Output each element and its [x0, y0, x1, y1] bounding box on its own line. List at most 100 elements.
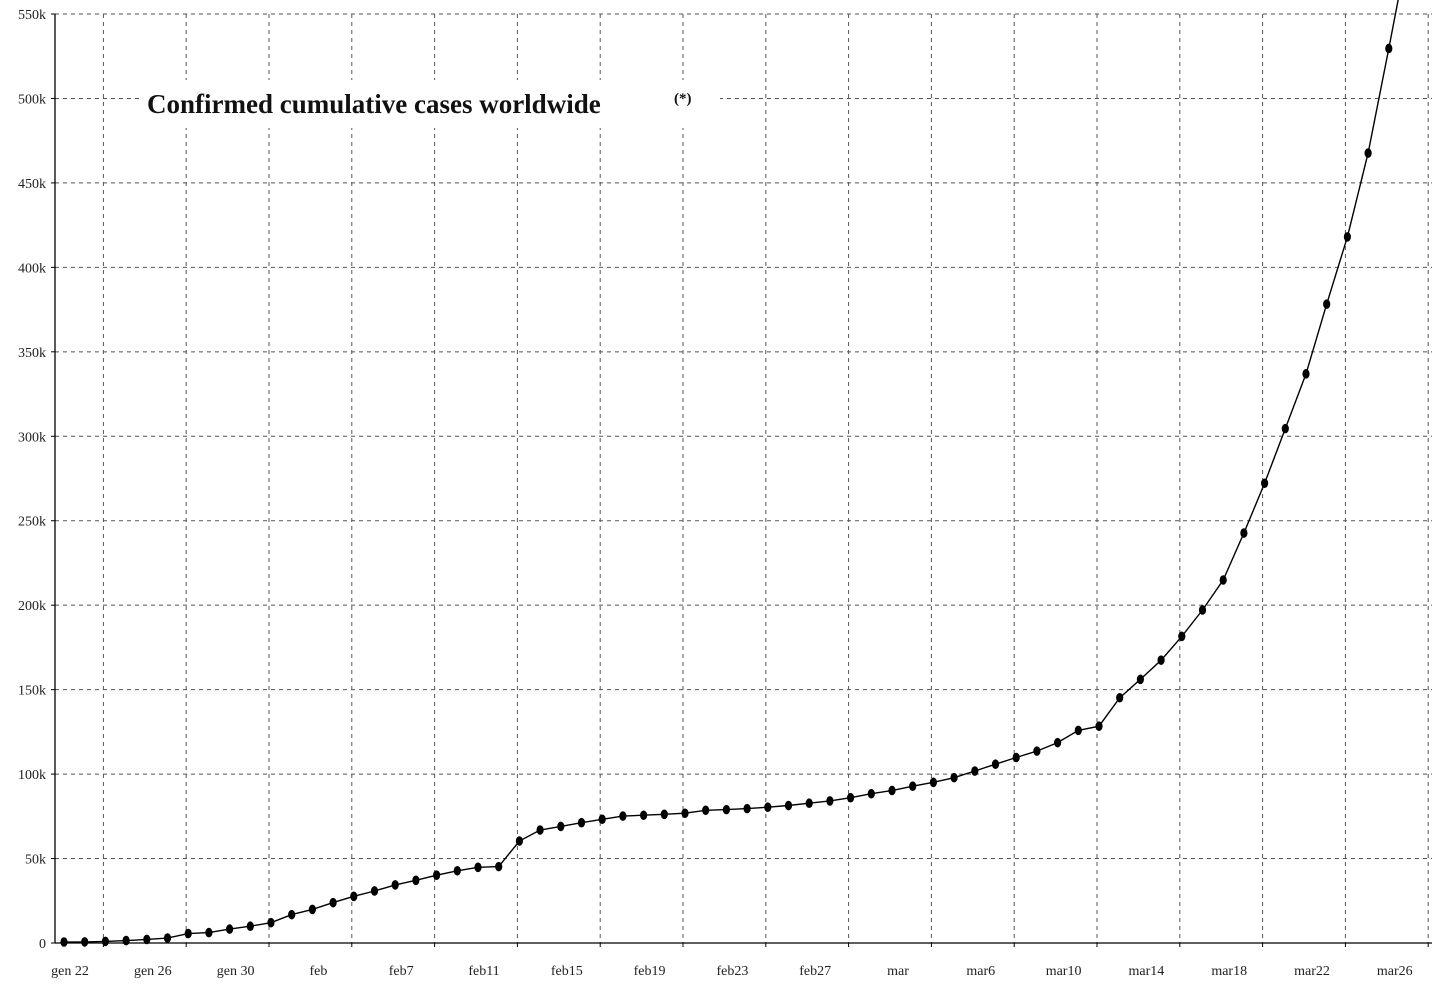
data-point [950, 772, 958, 783]
data-point [867, 788, 875, 799]
series-confirmed-cases [60, 0, 1399, 947]
y-tick-label: 0 [39, 937, 46, 952]
axes [54, 14, 1432, 944]
data-point [184, 928, 192, 939]
data-point [1095, 721, 1103, 732]
data-point [1385, 43, 1393, 54]
data-point [805, 798, 813, 809]
title-background [140, 80, 720, 128]
x-tick-label: feb19 [634, 964, 666, 979]
y-tick-label: 450k [18, 177, 46, 192]
data-point [60, 937, 68, 947]
data-point [764, 802, 772, 812]
grid [55, 13, 1432, 943]
y-tick-label: 250k [18, 515, 46, 530]
data-point [122, 935, 130, 946]
data-point [246, 921, 254, 932]
data-point [267, 917, 275, 928]
data-point [1302, 369, 1310, 379]
data-point [660, 809, 668, 820]
data-point [991, 759, 1000, 770]
series-line [63, 0, 1399, 943]
data-point [743, 803, 751, 814]
x-ticks: gen 22 gen 26 gen 30 feb feb7 feb11 feb15 feb19… [51, 943, 1429, 979]
data-point [101, 936, 109, 947]
x-tick-label: feb15 [551, 964, 583, 979]
y-tick-label: 400k [18, 261, 46, 276]
data-point [350, 891, 358, 902]
data-point [888, 785, 896, 796]
data-point [1033, 746, 1041, 756]
data-point [1054, 737, 1062, 748]
y-tick-label: 100k [18, 768, 46, 783]
data-point [515, 836, 524, 846]
data-point [1219, 575, 1227, 585]
data-point [722, 804, 731, 815]
data-point [453, 865, 461, 876]
x-tick-label: mar22 [1294, 964, 1330, 979]
y-ticks: 0 50k 100k 150k 200k 250k 300k 350k 400k 450k 500k… [18, 8, 55, 952]
data-point [163, 933, 172, 943]
x-tick-label: gen 30 [217, 964, 255, 979]
data-point [1157, 655, 1165, 665]
data-point [412, 875, 420, 886]
data-point [929, 777, 938, 788]
data-point [557, 821, 565, 832]
y-tick-label: 50k [25, 853, 46, 868]
data-point [226, 924, 234, 934]
data-point [1178, 631, 1186, 642]
y-tick-label: 500k [18, 92, 46, 107]
y-tick-label: 150k [18, 684, 46, 699]
data-point [640, 810, 648, 821]
data-point [598, 814, 606, 825]
data-point [1198, 605, 1207, 615]
data-point [1074, 725, 1082, 736]
data-point [847, 792, 855, 803]
x-tick-label: mar26 [1377, 964, 1413, 979]
chart-title-group: Confirmed cumulative cases worldwide (*) [140, 80, 720, 128]
y-tick-label: 350k [18, 346, 46, 361]
x-tick-label: mar [887, 964, 909, 979]
data-point [370, 886, 379, 896]
data-point [1261, 478, 1269, 489]
data-point [1323, 299, 1331, 309]
data-point [1281, 423, 1289, 434]
data-point [288, 909, 296, 920]
x-tick-label: mar10 [1046, 964, 1082, 979]
y-tick-label: 550k [18, 8, 46, 23]
data-point [308, 904, 316, 915]
data-point [1364, 148, 1372, 158]
x-tick-label: mar18 [1211, 964, 1247, 979]
y-tick-label: 300k [18, 430, 46, 445]
x-tick-label: mar6 [966, 964, 995, 979]
data-point [619, 811, 627, 821]
data-point [1240, 528, 1248, 538]
data-point [577, 817, 586, 828]
x-tick-label: feb27 [799, 964, 831, 979]
data-point [205, 927, 213, 938]
data-point [681, 808, 689, 819]
data-point [474, 862, 482, 873]
data-point [1012, 752, 1020, 763]
x-tick-label: feb23 [716, 964, 748, 979]
x-tick-label: gen 22 [51, 964, 89, 979]
data-point [391, 880, 399, 890]
chart-title-note: (*) [674, 91, 692, 107]
data-point [495, 861, 503, 872]
data-point [784, 800, 793, 811]
data-point [329, 897, 337, 908]
data-point [536, 825, 544, 835]
x-tick-label: gen 26 [134, 964, 172, 979]
data-point [143, 934, 151, 945]
data-point [1136, 674, 1144, 685]
data-point [433, 870, 441, 880]
x-tick-label: feb11 [468, 964, 499, 979]
data-point [826, 796, 834, 806]
y-tick-label: 200k [18, 599, 46, 614]
data-point [909, 781, 917, 791]
data-point [81, 937, 89, 947]
x-tick-label: feb7 [389, 964, 414, 979]
data-point [702, 805, 710, 816]
chart-title: Confirmed cumulative cases worldwide [147, 89, 601, 119]
